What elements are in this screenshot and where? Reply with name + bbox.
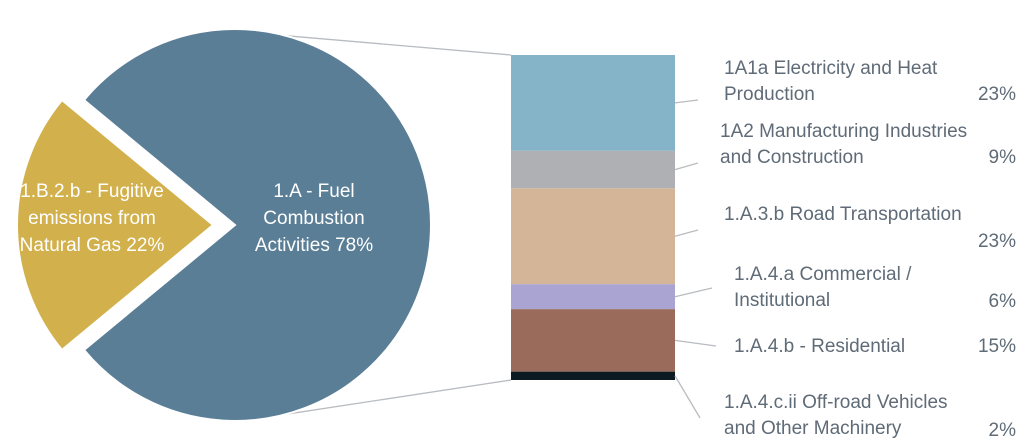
bar-segment-4 <box>511 309 675 372</box>
segment-label-2: 1.A.3.b Road Transportation <box>724 204 962 225</box>
leader-line-2 <box>674 229 699 237</box>
leader-line-0 <box>674 99 699 104</box>
segment-pct-5: 2% <box>989 420 1017 441</box>
pie-slice-fugitive-emissions <box>15 98 215 352</box>
segment-label-0: 1A1a Electricity and Heat Production <box>724 58 938 105</box>
pie-slice-fuel-combustion <box>82 28 432 422</box>
bar-segment-1 <box>511 150 675 189</box>
stacked-bar <box>511 55 675 380</box>
pie-label-fugitive-emissions: 1.B.2.b - Fugitive emissions from Natural … <box>20 181 165 256</box>
segment-label-3-line: 1.A.4.a Commercial / <box>734 264 912 285</box>
pie: 1.A - Fuel Combustion Activities 78% 1.B.2.… <box>15 28 432 422</box>
leader-line-1 <box>674 162 699 171</box>
pie-label-fugitive-emissions-line: Natural Gas 22% <box>20 235 165 256</box>
segment-label-4: 1.A.4.b - Residential <box>734 336 905 357</box>
segment-label-1: 1A2 Manufacturing Industries and Construc… <box>720 121 967 168</box>
pie-label-fugitive-emissions-line: 1.B.2.b - Fugitive <box>20 181 164 202</box>
segment-label-3-line: Institutional <box>734 290 830 311</box>
leader-line-3 <box>674 287 713 298</box>
pie-label-fugitive-emissions-line: emissions from <box>28 208 156 229</box>
segment-label-2-line: 1.A.3.b Road Transportation <box>724 204 962 225</box>
segment-label-0-line: 1A1a Electricity and Heat <box>724 58 938 79</box>
leader-line-4 <box>674 339 717 347</box>
segment-label-5-line: 1.A.4.c.ii Off-road Vehicles <box>724 392 948 413</box>
pie-label-fuel-combustion-line: Combustion <box>263 208 364 229</box>
segment-labels: 1A1a Electricity and Heat Production 23% 1A… <box>720 58 1016 441</box>
leader-line-5 <box>674 375 701 419</box>
bar-segment-3 <box>511 284 675 310</box>
segment-label-5: 1.A.4.c.ii Off-road Vehicles and Other Ma… <box>724 392 948 439</box>
pie-label-fuel-combustion: 1.A - Fuel Combustion Activities 78% <box>255 181 373 256</box>
segment-label-0-line: Production <box>724 84 815 105</box>
segment-label-3: 1.A.4.a Commercial / Institutional <box>734 264 912 311</box>
connector-bottom <box>285 379 512 415</box>
bar-segment-0 <box>511 55 675 151</box>
segment-label-1-line: 1A2 Manufacturing Industries <box>720 121 967 142</box>
segment-label-1-line: and Construction <box>720 147 864 168</box>
segment-pct-1: 9% <box>989 147 1017 168</box>
segment-pct-2: 23% <box>978 231 1016 252</box>
segment-label-4-line: 1.A.4.b - Residential <box>734 336 905 357</box>
connector-top <box>285 35 512 56</box>
pie-to-bar-connectors <box>285 35 512 415</box>
leader-lines <box>674 99 717 419</box>
segment-pct-0: 23% <box>978 84 1016 105</box>
pie-label-fuel-combustion-line: Activities 78% <box>255 235 373 256</box>
segment-pct-3: 6% <box>989 291 1017 312</box>
pie-label-fuel-combustion-line: 1.A - Fuel <box>273 181 354 202</box>
segment-label-5-line: and Other Machinery <box>724 418 902 439</box>
segment-pct-4: 15% <box>978 336 1016 357</box>
bar-segment-5 <box>511 371 675 380</box>
bar-segment-2 <box>511 188 675 285</box>
